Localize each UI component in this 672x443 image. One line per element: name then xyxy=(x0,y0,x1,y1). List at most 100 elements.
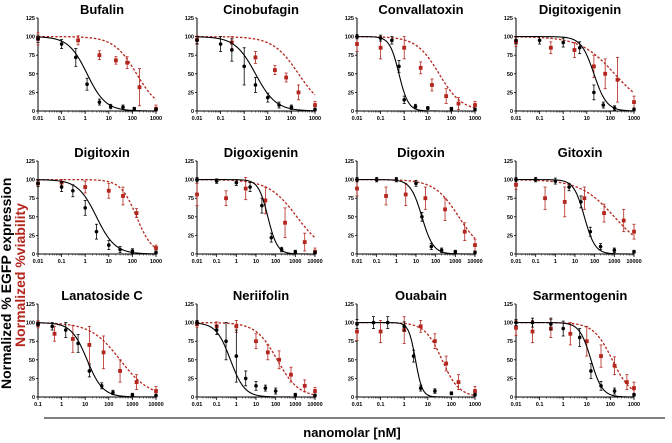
y-tick-label: 75 xyxy=(348,196,354,202)
egfp-point xyxy=(59,42,64,46)
viability-point xyxy=(97,53,102,58)
viability-point xyxy=(195,192,199,197)
egfp-point xyxy=(313,250,317,255)
chart-panel: Sarmentogenin 0 25 50 75 100 125 0.01 0.1 1 10 100 1… xyxy=(504,288,640,408)
egfp-point xyxy=(561,326,565,331)
egfp-point xyxy=(426,106,430,110)
viability-point xyxy=(456,380,461,385)
x-tick-label: 100 xyxy=(271,259,280,265)
egfp-point xyxy=(589,369,593,373)
viability-point xyxy=(284,75,289,80)
egfp-point xyxy=(254,384,258,388)
viability-point xyxy=(265,350,270,355)
egfp-point xyxy=(76,341,80,346)
viability-point xyxy=(612,363,617,368)
viability-fit-curve xyxy=(197,179,316,239)
y-tick-label: 100 xyxy=(504,321,513,327)
y-tick-label: 75 xyxy=(348,339,354,345)
egfp-point xyxy=(599,384,603,388)
chart-panel: Digitoxigenin 0 25 50 75 100 125 0.01 0.1 1 10 100 1… xyxy=(504,2,640,122)
egfp-point xyxy=(85,82,89,87)
x-tick-label: 0.01 xyxy=(33,116,44,122)
egfp-point xyxy=(277,103,281,107)
x-tick-label: 1000 xyxy=(628,116,640,122)
y-tick-label: 0 xyxy=(351,109,354,115)
egfp-fit-curve xyxy=(37,36,156,112)
egfp-point xyxy=(195,38,199,43)
egfp-fit-curve xyxy=(196,36,316,112)
x-tick-label: 1 xyxy=(235,402,238,408)
egfp-point xyxy=(289,105,294,110)
panel-title: Bufalin xyxy=(80,2,124,17)
viability-point xyxy=(243,186,248,191)
viability-point xyxy=(624,380,629,385)
viability-point xyxy=(313,103,317,107)
egfp-point xyxy=(473,250,477,255)
egfp-point xyxy=(385,320,390,325)
panel-title: Sarmentogenin xyxy=(533,288,628,303)
viability-point xyxy=(253,55,258,60)
x-tick-label: 100 xyxy=(271,402,280,408)
viability-fit-curve xyxy=(515,179,635,237)
viability-point xyxy=(603,71,608,76)
y-tick-label: 125 xyxy=(345,159,354,165)
x-tick-label: 10 xyxy=(425,402,431,408)
egfp-point xyxy=(273,389,278,393)
chart-panel: Convallatoxin 0 25 50 75 100 125 0.01 0.1 1 10 100 1… xyxy=(345,2,481,122)
viability-point xyxy=(473,389,477,393)
x-tick-label: 1000 xyxy=(289,259,301,265)
viability-fit-curve xyxy=(197,35,316,96)
viability-point xyxy=(313,389,317,393)
viability-point xyxy=(114,58,118,63)
egfp-point xyxy=(514,320,518,325)
y-tick-label: 50 xyxy=(29,358,35,364)
y-tick-label: 50 xyxy=(507,358,513,364)
x-tick-label: 100 xyxy=(104,402,113,408)
viability-point xyxy=(444,94,449,99)
x-tick-label: 0.1 xyxy=(217,116,225,122)
egfp-point xyxy=(154,393,158,398)
egfp-point xyxy=(420,215,424,219)
egfp-point xyxy=(514,177,518,182)
viability-fit-curve xyxy=(38,35,157,101)
x-tick-label: 10 xyxy=(106,259,112,265)
x-tick-label: 10 xyxy=(584,116,590,122)
egfp-fit-curve xyxy=(37,179,157,255)
egfp-point xyxy=(561,40,565,45)
egfp-point xyxy=(612,389,617,393)
egfp-point xyxy=(592,90,596,95)
viability-point xyxy=(101,350,106,355)
x-tick-label: 0.1 xyxy=(58,259,66,265)
y-tick-label: 125 xyxy=(26,302,35,308)
egfp-point xyxy=(253,83,258,87)
x-tick-label: 100 xyxy=(128,259,137,265)
viability-point xyxy=(572,48,577,52)
viability-fit-curve xyxy=(357,178,476,239)
x-tick-label: 10 xyxy=(82,402,88,408)
egfp-point xyxy=(473,107,477,112)
egfp-point xyxy=(537,38,542,43)
y-tick-label: 0 xyxy=(191,395,194,401)
x-tick-label: 1000 xyxy=(289,402,301,408)
egfp-point xyxy=(154,250,158,255)
egfp-point xyxy=(87,369,92,373)
viability-point xyxy=(302,383,307,388)
y-tick-label: 100 xyxy=(26,35,35,41)
egfp-point xyxy=(355,34,359,39)
x-tick-label: 100 xyxy=(606,402,615,408)
x-tick-label: 0.01 xyxy=(33,259,44,265)
x-tick-label: 1 xyxy=(562,402,565,408)
y-tick-label: 0 xyxy=(351,395,354,401)
egfp-point xyxy=(195,320,199,325)
viability-point xyxy=(582,196,587,201)
viability-point xyxy=(125,60,130,65)
x-tick-label: 0.1 xyxy=(373,259,381,265)
y-tick-label: 0 xyxy=(191,109,194,115)
egfp-point xyxy=(549,322,553,326)
chart-panel: Gitoxin 0 25 50 75 100 125 0.01 0.1 1 10 100 1000 100… xyxy=(504,145,642,265)
viability-point xyxy=(433,339,437,344)
viability-point xyxy=(384,194,388,198)
egfp-point xyxy=(439,248,444,253)
x-tick-label: 10 xyxy=(253,402,259,408)
x-tick-label: 0.1 xyxy=(58,116,66,122)
